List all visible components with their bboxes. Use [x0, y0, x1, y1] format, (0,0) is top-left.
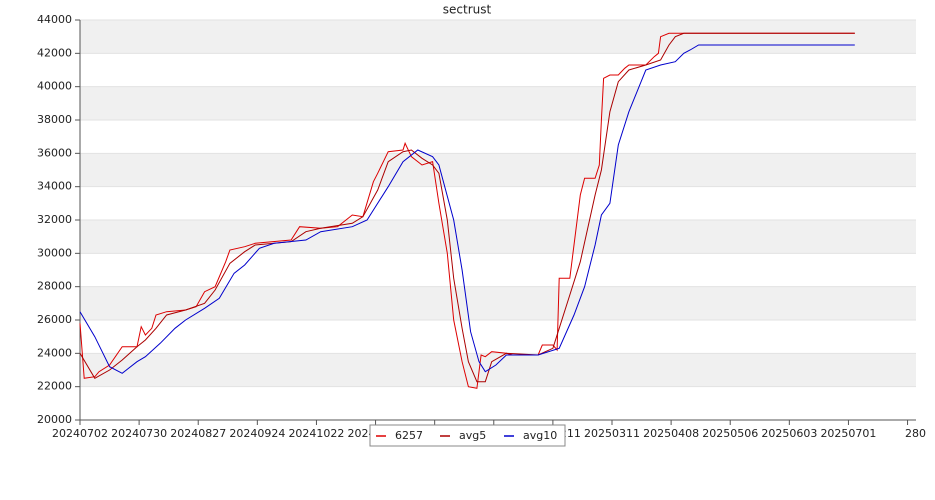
grid-band — [80, 20, 916, 54]
x-tick-label: 20240827 — [170, 427, 226, 440]
grid-band — [80, 220, 916, 254]
legend-label: 6257 — [395, 429, 423, 442]
series-line — [79, 32, 855, 389]
y-tick-label: 24000 — [37, 346, 72, 359]
y-tick-label: 28000 — [37, 280, 72, 293]
legend-label: avg10 — [523, 429, 557, 442]
y-tick-label: 36000 — [37, 146, 72, 159]
y-tick-label: 26000 — [37, 313, 72, 326]
legend: 6257 avg5 avg10 — [369, 424, 566, 447]
y-tick-label: 34000 — [37, 180, 72, 193]
chart-title: sectrust — [443, 3, 492, 17]
legend-box — [369, 424, 566, 447]
x-tick-label: 20240924 — [229, 427, 285, 440]
x-tick-label: 20250603 — [761, 427, 817, 440]
y-tick-label: 42000 — [37, 46, 72, 59]
x-tick-label: 20241022 — [288, 427, 344, 440]
series-line — [79, 32, 855, 383]
x-tick-label: 20250701 — [820, 427, 876, 440]
y-tick-label: 30000 — [37, 246, 72, 259]
legend-label: avg5 — [459, 429, 486, 442]
grid-band — [80, 286, 916, 320]
x-tick-label: 20250408 — [643, 427, 699, 440]
x-tick-label: 280 — [905, 427, 926, 440]
y-tick-label: 38000 — [37, 113, 72, 126]
y-tick-label: 44000 — [37, 13, 72, 26]
grid-band — [80, 86, 916, 120]
grid-band — [80, 153, 916, 187]
x-tick-label: 20250506 — [702, 427, 758, 440]
x-tick-label: 20240702 — [52, 427, 108, 440]
y-tick-label: 20000 — [37, 413, 72, 426]
y-tick-label: 22000 — [37, 380, 72, 393]
x-tick-label: 20240730 — [111, 427, 167, 440]
grid-band — [80, 353, 916, 387]
series-line — [79, 44, 855, 374]
y-tick-label: 32000 — [37, 213, 72, 226]
y-tick-label: 40000 — [37, 80, 72, 93]
x-tick-label: 20250311 — [584, 427, 640, 440]
